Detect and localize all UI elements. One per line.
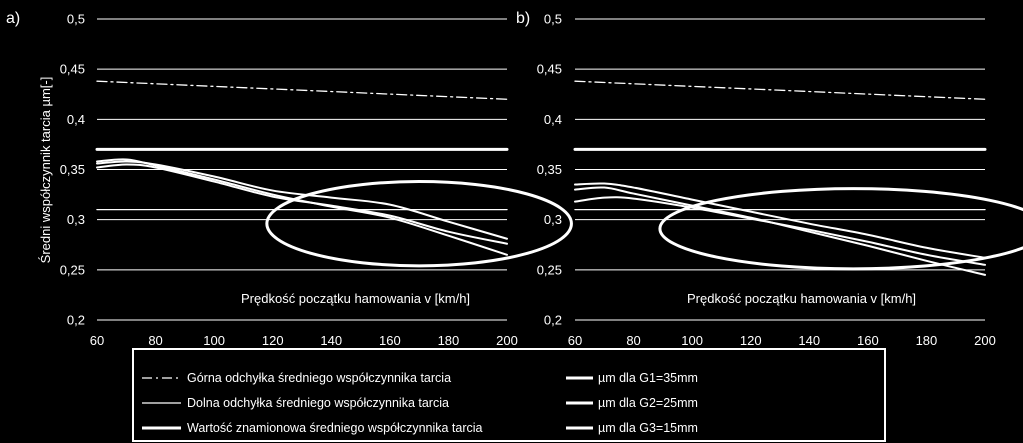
highlight-ellipse [658, 187, 1023, 271]
y-tick-label: 0,35 [537, 162, 562, 177]
y-axis-title: Średni współczynnik tarcia µm[-] [38, 77, 53, 264]
x-axis-title: Prędkość początku hamowania v [km/h] [241, 291, 470, 306]
x-tick-label: 100 [681, 333, 703, 348]
legend-label: µm dla G1=35mm [598, 371, 698, 385]
series-g3-line [574, 186, 986, 276]
y-tick-label: 0,4 [544, 112, 562, 127]
y-tick-label: 0,3 [544, 212, 562, 227]
x-axis-title: Prędkość początku hamowania v [km/h] [687, 291, 916, 306]
x-tick-label: 140 [320, 333, 342, 348]
upper-deviation-line [574, 80, 986, 100]
x-tick-label: 100 [203, 333, 225, 348]
y-tick-label: 0,45 [537, 62, 562, 77]
y-tick-label: 0,2 [544, 313, 562, 328]
x-tick-label: 140 [798, 333, 820, 348]
y-tick-label: 0,25 [60, 262, 85, 277]
series-g1-line [96, 160, 508, 240]
x-tick-label: 80 [148, 333, 162, 348]
x-tick-label: 160 [857, 333, 879, 348]
y-tick-label: 0,3 [67, 212, 85, 227]
chart-panel-b: b) Prędkość początku hamowania v [km/h] … [516, 10, 1023, 348]
x-tick-label: 180 [916, 333, 938, 348]
chart-panel-a: a) Średni współczynnik tarcia µm[-] Pręd… [6, 10, 573, 348]
y-tick-label: 0,25 [537, 262, 562, 277]
x-tick-label: 120 [740, 333, 762, 348]
x-tick-label: 60 [568, 333, 582, 348]
y-tick-label: 0,4 [67, 112, 85, 127]
legend-label: µm dla G3=15mm [598, 421, 698, 435]
legend-label: Górna odchyłka średniego współczynnika t… [187, 371, 451, 385]
x-tick-label: 200 [974, 333, 996, 348]
y-tick-label: 0,5 [67, 12, 85, 27]
y-tick-label: 0,45 [60, 62, 85, 77]
panel-label: a) [6, 10, 20, 27]
highlight-ellipse [265, 180, 573, 268]
legend: Górna odchyłka średniego współczynnika t… [132, 348, 886, 442]
y-tick-label: 0,35 [60, 162, 85, 177]
x-tick-label: 60 [90, 333, 104, 348]
legend-label: µm dla G2=25mm [598, 396, 698, 410]
x-tick-label: 80 [626, 333, 640, 348]
x-tick-label: 200 [496, 333, 518, 348]
y-tick-label: 0,5 [544, 12, 562, 27]
y-tick-label: 0,2 [67, 313, 85, 328]
series-g1-line [574, 182, 986, 259]
x-tick-label: 160 [379, 333, 401, 348]
legend-box [132, 348, 886, 442]
legend-label: Wartość znamionowa średniego współczynni… [187, 421, 483, 435]
series-g3-line [96, 158, 508, 256]
series-g2-line [96, 163, 508, 245]
x-tick-label: 120 [262, 333, 284, 348]
upper-deviation-line [96, 80, 508, 100]
x-tick-label: 180 [438, 333, 460, 348]
legend-label: Dolna odchyłka średniego współczynnika t… [187, 396, 449, 410]
panel-label: b) [516, 10, 530, 27]
